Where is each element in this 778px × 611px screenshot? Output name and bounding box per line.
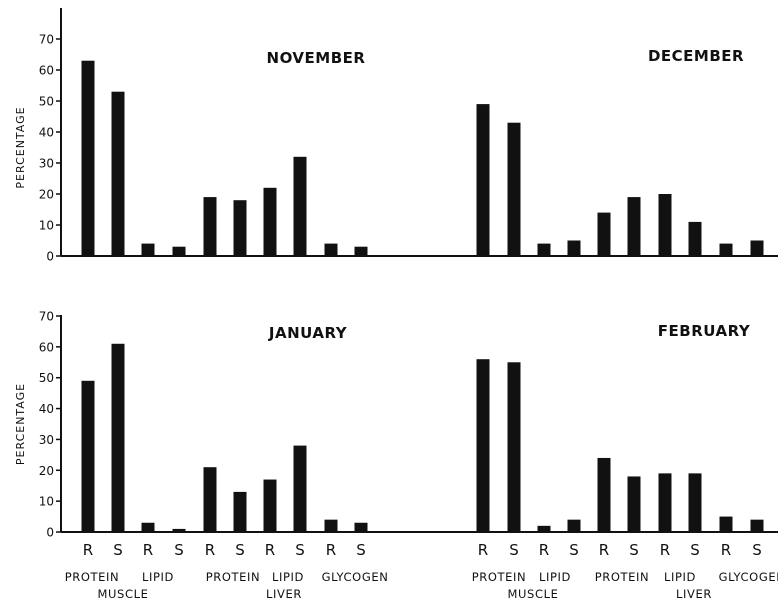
tissue-label-left: LIVER [266,587,302,601]
panel-title-january: JANUARY [268,324,348,342]
bar-february-1 [507,362,521,532]
category-label-right: R [599,541,609,559]
y-tick-label-bottom: 60 [39,340,54,354]
bar-november-8 [324,243,338,256]
bar-january-0 [81,380,95,532]
category-label-right: R [660,541,670,559]
group-label-right: PROTEIN [472,570,526,584]
bar-december-5 [627,197,641,256]
y-tick-label-top: 0 [46,250,54,264]
bar-november-6 [263,187,277,256]
bar-november-2 [141,243,155,256]
y-tick-label-top: 10 [39,219,54,233]
category-label-left: R [265,541,275,559]
bar-february-2 [537,525,551,532]
bar-february-7 [688,473,702,532]
category-label-right: S [690,541,700,559]
bar-november-0 [81,60,95,257]
bar-november-9 [354,246,368,256]
category-label-right: R [721,541,731,559]
bar-november-4 [203,197,217,256]
bar-january-4 [203,467,217,532]
bar-january-2 [141,522,155,532]
group-label-right: GLYCOGEN [719,570,778,584]
bar-december-8 [719,243,733,256]
y-tick-label-bottom: 0 [46,526,54,540]
bar-november-3 [172,246,186,256]
bar-january-8 [324,519,338,532]
y-tick-label-bottom: 30 [39,433,54,447]
group-label-left: GLYCOGEN [322,570,389,584]
bar-february-0 [476,359,490,532]
category-label-left: R [143,541,153,559]
tissue-label-right: LIVER [676,587,712,601]
bar-february-8 [719,516,733,532]
bar-january-9 [354,522,368,532]
category-label-left: S [174,541,184,559]
bar-december-9 [750,240,764,256]
y-tick-label-top: 40 [39,126,54,140]
group-label-left: PROTEIN [206,570,260,584]
bar-november-5 [233,200,247,256]
category-label-left: R [83,541,93,559]
y-axis-label-bottom: PERCENTAGE [14,383,27,465]
tissue-label-left: MUSCLE [98,587,149,601]
panel-title-february: FEBRUARY [658,322,751,340]
category-label-right: S [569,541,579,559]
y-tick-label-top: 60 [39,64,54,78]
panel-title-december: DECEMBER [648,47,744,65]
y-tick-label-top: 50 [39,95,54,109]
tissue-label-right: MUSCLE [508,587,559,601]
bar-november-7 [293,156,307,256]
bar-december-7 [688,221,702,256]
bar-february-6 [658,473,672,532]
bar-january-3 [172,528,186,532]
category-label-right: S [752,541,762,559]
panel-title-november: NOVEMBER [267,49,366,67]
group-label-left: LIPID [272,570,304,584]
bar-december-0 [476,104,490,256]
bar-january-1 [111,343,125,532]
y-tick-label-bottom: 40 [39,402,54,416]
category-label-left: S [295,541,305,559]
category-label-left: R [205,541,215,559]
y-tick-label-bottom: 70 [39,310,54,324]
y-tick-label-top: 70 [39,33,54,47]
category-label-left: R [326,541,336,559]
bar-january-6 [263,479,277,532]
group-label-right: PROTEIN [595,570,649,584]
bar-december-4 [597,212,611,256]
group-label-right: LIPID [664,570,696,584]
bar-december-2 [537,243,551,256]
bar-december-3 [567,240,581,256]
group-label-left: PROTEIN [65,570,119,584]
bar-february-5 [627,476,641,532]
y-tick-label-bottom: 20 [39,464,54,478]
y-tick-label-top: 30 [39,157,54,171]
group-label-right: LIPID [539,570,571,584]
category-label-right: S [509,541,519,559]
group-label-left: LIPID [142,570,174,584]
category-label-right: S [629,541,639,559]
category-label-right: R [539,541,549,559]
y-axis-label-top: PERCENTAGE [14,106,27,188]
bar-december-6 [658,194,672,256]
bar-january-5 [233,491,247,532]
bar-january-7 [293,445,307,532]
category-label-left: S [235,541,245,559]
bar-february-4 [597,457,611,532]
bar-november-1 [111,91,125,256]
category-label-left: S [113,541,123,559]
category-label-left: S [356,541,366,559]
y-tick-label-bottom: 10 [39,495,54,509]
bar-february-3 [567,519,581,532]
y-tick-label-top: 20 [39,188,54,202]
bar-february-9 [750,519,764,532]
category-label-right: R [478,541,488,559]
y-tick-label-bottom: 50 [39,371,54,385]
bar-december-1 [507,122,521,256]
